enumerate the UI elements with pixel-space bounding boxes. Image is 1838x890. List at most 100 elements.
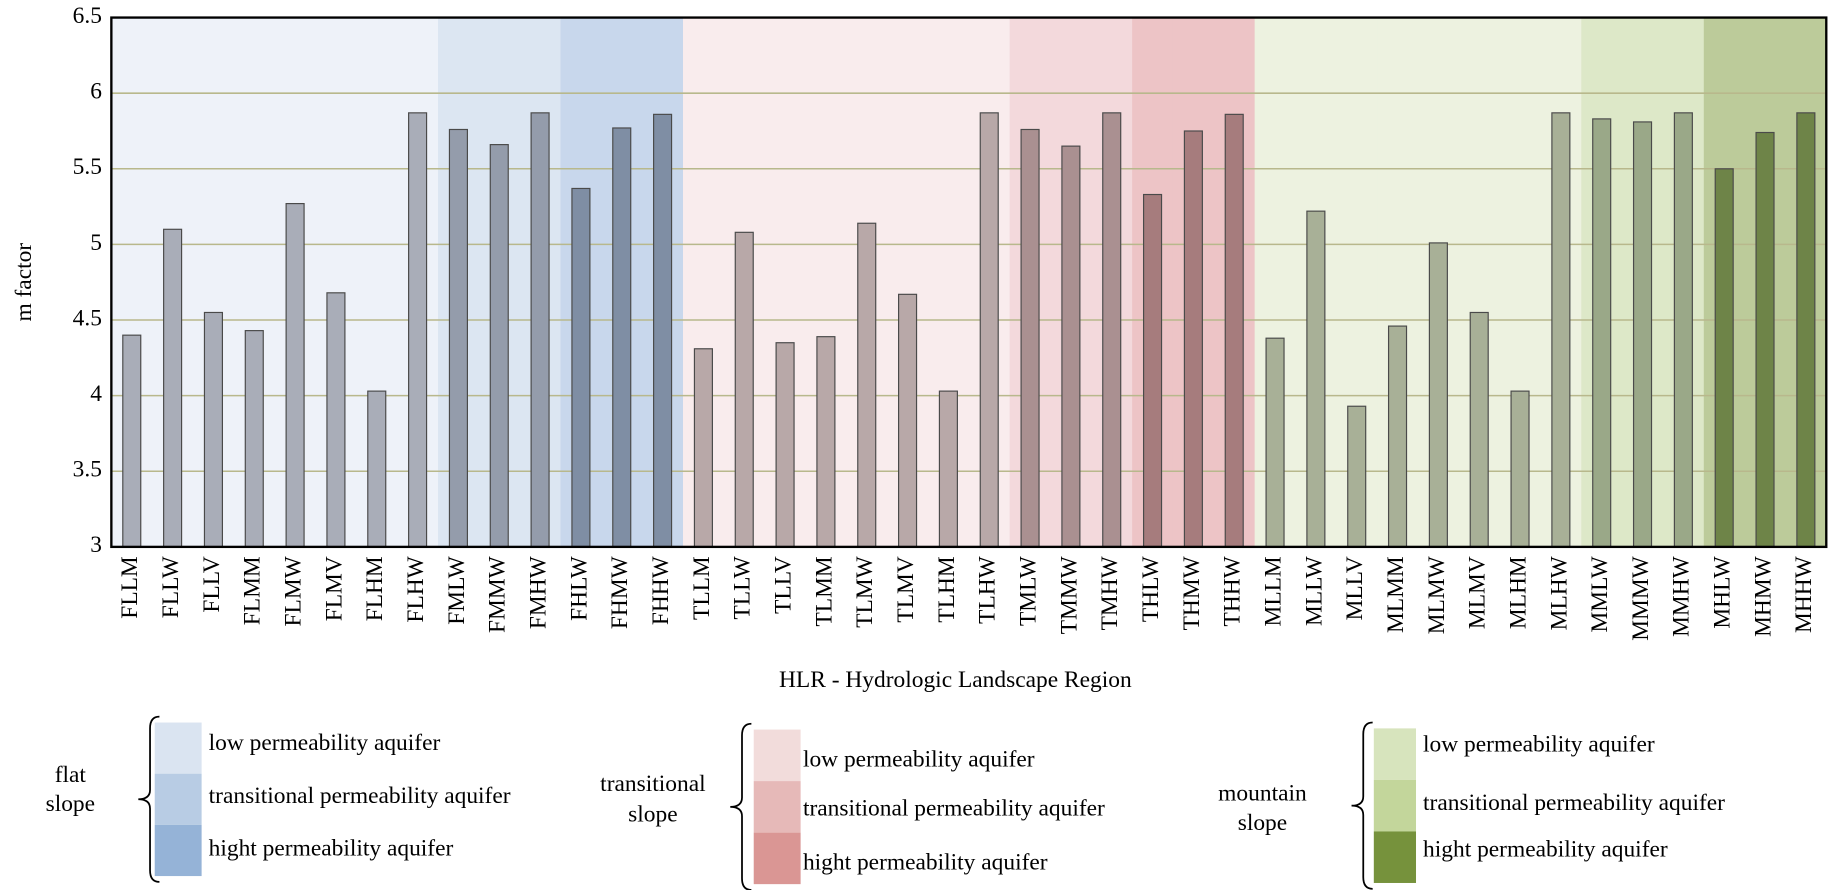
y-tick-label: 4.5 [73, 305, 102, 331]
x-tick-label: TMMW [1056, 555, 1082, 634]
y-axis-title: m factor [11, 243, 37, 322]
bar [1510, 390, 1530, 548]
legend-label: transitional permeability aquifer [1423, 790, 1725, 816]
legend-title: flat [55, 762, 87, 788]
x-tick-label: TLMW [852, 555, 878, 627]
x-tick-label: TLMM [811, 556, 837, 626]
legend-label: low permeability aquifer [209, 730, 441, 756]
bar [1102, 112, 1122, 548]
x-tick-label: FHMW [607, 555, 633, 629]
bar [489, 144, 509, 548]
bar [367, 390, 387, 548]
legend-swatch [1373, 728, 1417, 780]
bar [244, 330, 264, 548]
x-tick-label: MHMW [1750, 555, 1776, 637]
legend-title: slope [628, 802, 677, 828]
x-tick-label: TMHW [1097, 555, 1123, 630]
legend-label: hight permeability aquifer [1423, 837, 1668, 863]
x-tick-label: MLMM [1383, 556, 1409, 633]
bar [1469, 311, 1489, 548]
bar [1428, 242, 1448, 548]
bar [693, 348, 713, 548]
x-tick-label: TLHM [934, 556, 960, 622]
bar [1551, 112, 1571, 548]
y-tick-label: 3.5 [73, 457, 102, 483]
x-tick-label: MHLW [1710, 555, 1736, 628]
x-tick-label: FLMM [240, 556, 266, 625]
bar [1306, 210, 1326, 548]
legend-label: hight permeability aquifer [209, 836, 454, 862]
x-tick-label: TMLW [1015, 555, 1041, 626]
bar [1183, 130, 1203, 548]
bar [816, 336, 836, 548]
x-tick-label: THMW [1179, 555, 1205, 630]
bar [530, 112, 550, 548]
bar [1265, 337, 1285, 548]
x-tick-label: FLLV [199, 556, 225, 612]
legend-label: low permeability aquifer [1423, 731, 1655, 757]
bar [612, 127, 632, 548]
bar [938, 390, 958, 548]
x-tick-label: FHLW [566, 555, 592, 620]
x-tick-label: FLLW [158, 555, 184, 618]
x-axis-title: HLR - Hydrologic Landscape Region [779, 667, 1132, 693]
x-tick-label: FMMW [485, 555, 511, 633]
bar [1592, 118, 1612, 548]
x-tick-label: MLLM [1260, 556, 1286, 626]
bar [653, 113, 673, 548]
legend-swatch [753, 729, 801, 782]
bar [203, 311, 224, 548]
bar [408, 112, 428, 548]
bar [1755, 131, 1775, 548]
bar [1387, 325, 1408, 548]
bar [775, 342, 795, 548]
plot-frame [110, 16, 1828, 549]
x-tick-label: TLLV [770, 556, 796, 614]
y-tick-label: 4 [90, 381, 102, 407]
x-tick-label: MMMW [1628, 555, 1654, 640]
x-tick-label: MLLV [1342, 556, 1368, 620]
x-tick-label: THHW [1220, 555, 1246, 626]
x-tick-label: FLMW [280, 555, 306, 626]
x-tick-label: FMHW [525, 555, 551, 629]
bar [979, 112, 999, 548]
legend-swatch [154, 824, 202, 877]
legend-swatch [154, 773, 202, 825]
legend-title: transitional [600, 771, 706, 797]
legend-swatch [1373, 779, 1417, 832]
x-tick-label: MMLW [1587, 555, 1613, 632]
bar [1714, 168, 1734, 548]
bar [1224, 113, 1244, 548]
legend-brace [138, 715, 160, 883]
bar [1347, 405, 1367, 548]
x-tick-label: MMHW [1669, 555, 1695, 637]
bar [571, 187, 591, 548]
y-tick-label: 6.5 [73, 3, 102, 29]
x-tick-label: MLHM [1505, 556, 1531, 629]
bar [448, 128, 468, 548]
legend-label: transitional permeability aquifer [803, 796, 1105, 822]
bar [1061, 145, 1081, 548]
x-tick-label: MLMW [1424, 555, 1450, 634]
x-tick-label: TLMV [893, 556, 919, 622]
legend-brace [1351, 721, 1373, 890]
y-tick-label: 5 [90, 230, 102, 256]
legend-label: transitional permeability aquifer [209, 783, 511, 809]
y-tick-label: 5.5 [73, 154, 102, 180]
bar [898, 293, 918, 548]
legend-swatch [1373, 831, 1417, 883]
x-tick-label: TLLM [689, 556, 715, 620]
y-tick-label: 3 [90, 532, 102, 558]
bar [1632, 121, 1653, 548]
legend-label: low permeability aquifer [803, 747, 1035, 773]
legend-label: hight permeability aquifer [803, 850, 1048, 876]
x-tick-label: MLMV [1465, 556, 1491, 629]
bar [1673, 112, 1693, 548]
legend-swatch [154, 722, 202, 774]
y-tick-label: 6 [90, 79, 102, 105]
x-tick-label: FLMV [321, 556, 347, 621]
bar [163, 228, 183, 548]
x-tick-label: FLLM [117, 556, 143, 619]
